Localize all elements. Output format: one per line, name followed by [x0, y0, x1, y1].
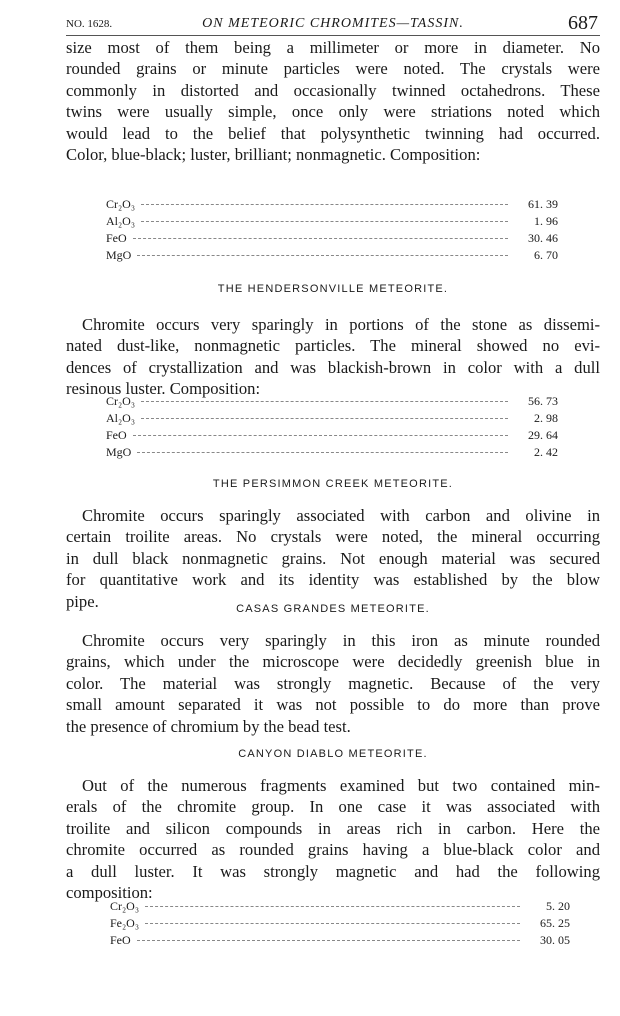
paragraph: Out of the numerous fragments examined b…	[66, 775, 600, 903]
dot-leader	[132, 238, 508, 239]
header-rule	[66, 35, 600, 36]
table-row: Cr₂O₃ 56. 73	[106, 393, 558, 410]
dot-leader	[136, 940, 520, 941]
table-row: Fe₂O₃ 65. 25	[110, 915, 570, 932]
percent-value: 2. 98	[534, 411, 558, 425]
text-line: chromite occurred as rounded grains havi…	[66, 840, 600, 860]
dot-leader	[145, 923, 520, 924]
percent-value: 29. 64	[528, 428, 558, 442]
paragraph: Chromite occurs very sparingly in portio…	[66, 314, 600, 400]
text-line: small amount separated it was not possib…	[66, 695, 600, 715]
text-line: for quantitative work and its identity w…	[66, 570, 600, 590]
percent-value: 56. 73	[528, 394, 558, 408]
compound-label: MgO	[106, 248, 132, 262]
section-heading: CANYON DIABLO METEORITE.	[238, 748, 428, 760]
running-header: NO. 1628. ON METEORIC CHROMITES—TASSIN. …	[66, 12, 600, 34]
table-row: MgO 2. 42	[106, 444, 558, 461]
compound-label: Cr₂O₃	[106, 394, 136, 408]
text-line: nated dust-like, nonmagnetic particles. …	[66, 336, 600, 356]
compound-label: MgO	[106, 445, 132, 459]
dot-leader	[141, 418, 508, 419]
table-row: Cr₂O₃ 5. 20	[110, 898, 570, 915]
percent-value: 2. 42	[534, 445, 558, 459]
dot-leader	[145, 906, 520, 907]
text-line: color. The material was strongly magneti…	[66, 673, 600, 693]
compound-label: Cr₂O₃	[106, 197, 136, 211]
compound-label: FeO	[106, 231, 127, 245]
section-heading: CASAS GRANDES METEORITE.	[236, 603, 430, 615]
compound-label: Al₂O₃	[106, 411, 136, 425]
percent-value: 30. 46	[528, 231, 558, 245]
dot-leader	[141, 221, 508, 222]
text-line: a dull luster. It was strongly magnetic …	[66, 861, 600, 881]
percent-value: 1. 96	[534, 214, 558, 228]
issue-number: NO. 1628.	[66, 18, 113, 30]
dot-leader	[141, 204, 508, 205]
text-line: Out of the numerous fragments examined b…	[82, 776, 600, 795]
text-line: Color, blue-black; luster, brilliant; no…	[66, 144, 481, 164]
table-row: FeO 29. 64	[106, 427, 558, 444]
text-line: rounded grains or minute particles were …	[66, 59, 600, 79]
percent-value: 65. 25	[540, 916, 570, 930]
table-row: Cr₂O₃ 61. 39	[106, 196, 558, 213]
paragraph: Chromite occurs very sparingly in this i…	[66, 630, 600, 737]
running-title: ON METEORIC CHROMITES—TASSIN.	[202, 16, 464, 31]
percent-value: 5. 20	[546, 899, 570, 913]
text-line: in dull black nonmagnetic grains. Not en…	[66, 548, 600, 568]
text-line: resinous luster. Composition:	[66, 379, 261, 399]
text-line: composition:	[66, 882, 153, 902]
table-row: MgO 6. 70	[106, 247, 558, 264]
dot-leader	[137, 452, 508, 453]
text-line: Chromite occurs sparingly associated wit…	[82, 506, 600, 525]
percent-value: 6. 70	[534, 248, 558, 262]
paragraph: Chromite occurs sparingly associated wit…	[66, 505, 600, 612]
table-row: FeO 30. 05	[110, 932, 570, 949]
text-line: dences of crystallization and was blacki…	[66, 357, 600, 377]
dot-leader	[141, 401, 508, 402]
text-line: the presence of chromium by the bead tes…	[66, 716, 351, 736]
text-line: twins were usually simple, once only wer…	[66, 102, 600, 122]
text-line: certain troilite areas. No crystals were…	[66, 527, 600, 547]
table-row: Al₂O₃ 2. 98	[106, 410, 558, 427]
text-line: pipe.	[66, 591, 99, 611]
section-heading: THE PERSIMMON CREEK METEORITE.	[212, 478, 454, 490]
composition-table: Cr₂O₃ 56. 73 Al₂O₃ 2. 98 FeO 29. 64 MgO 2. 42	[106, 393, 558, 461]
composition-table: Cr₂O₃ 5. 20 Fe₂O₃ 65. 25 FeO 30. 05	[110, 898, 570, 949]
compound-label: Fe₂O₃	[110, 916, 140, 930]
compound-label: Al₂O₃	[106, 214, 136, 228]
composition-table: Cr₂O₃ 61. 39 Al₂O₃ 1. 96 FeO 30. 46 MgO 6. 70	[106, 196, 558, 264]
page-number: 687	[568, 12, 598, 34]
text-line: erals of the chromite group. In one case…	[66, 797, 600, 817]
text-line: Chromite occurs very sparingly in this i…	[82, 631, 600, 650]
percent-value: 30. 05	[540, 933, 570, 947]
dot-leader	[137, 255, 508, 256]
dot-leader	[132, 435, 508, 436]
text-line: size most of them being a millimeter or …	[66, 38, 600, 57]
text-line: commonly in distorted and occasionally t…	[66, 80, 600, 100]
compound-label: FeO	[106, 428, 127, 442]
text-line: grains, which under the microscope were …	[66, 652, 600, 672]
table-row: FeO 30. 46	[106, 230, 558, 247]
paragraph: size most of them being a millimeter or …	[66, 37, 600, 165]
text-line: troilite and silicon compounds in areas …	[66, 818, 600, 838]
table-row: Al₂O₃ 1. 96	[106, 213, 558, 230]
text-line: Chromite occurs very sparingly in portio…	[82, 315, 600, 334]
compound-label: Cr₂O₃	[110, 899, 140, 913]
section-heading: THE HENDERSONVILLE METEORITE.	[217, 283, 449, 295]
percent-value: 61. 39	[528, 197, 558, 211]
compound-label: FeO	[110, 933, 131, 947]
text-line: would lead to the belief that polysynthe…	[66, 123, 600, 143]
